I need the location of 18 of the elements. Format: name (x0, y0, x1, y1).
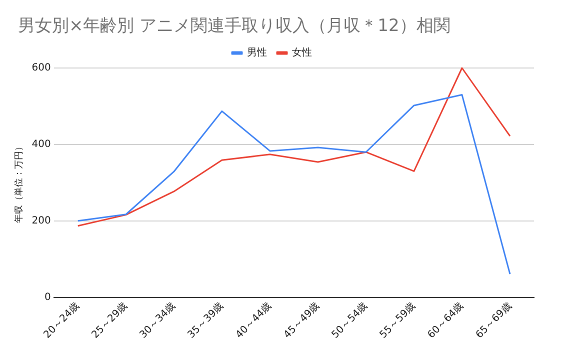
x-tick-label: 50～54歳 (329, 300, 370, 341)
x-tick-label: 55～59歳 (377, 300, 418, 341)
x-tick-label: 25～29歳 (89, 300, 130, 341)
x-tick-label: 30～34歳 (137, 300, 178, 341)
y-axis-title: 年収（単位：万円） (14, 142, 25, 224)
x-tick-label: 60～64歳 (425, 300, 466, 341)
x-tick-label: 35～39歳 (185, 300, 226, 341)
y-tick-label: 400 (32, 139, 51, 150)
y-tick-label: 600 (32, 62, 51, 74)
x-tick-label: 65～69歳 (473, 300, 514, 341)
x-tick-label: 45～49歳 (281, 300, 322, 341)
y-tick-label: 200 (32, 216, 51, 227)
chart-title: 男女別×年齢別 アニメ関連手取り収入（月収＊12）相関 (18, 15, 450, 37)
y-tick-label: 0 (44, 292, 51, 303)
x-tick-label: 40～44歳 (233, 300, 274, 341)
legend-label: 女性 (292, 46, 312, 59)
legend-label: 男性 (247, 46, 267, 59)
x-tick-label: 20～24歳 (41, 300, 82, 341)
